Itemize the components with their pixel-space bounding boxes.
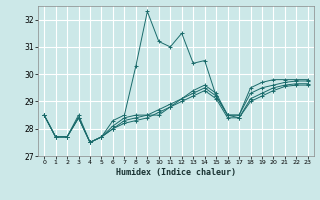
X-axis label: Humidex (Indice chaleur): Humidex (Indice chaleur) — [116, 168, 236, 177]
